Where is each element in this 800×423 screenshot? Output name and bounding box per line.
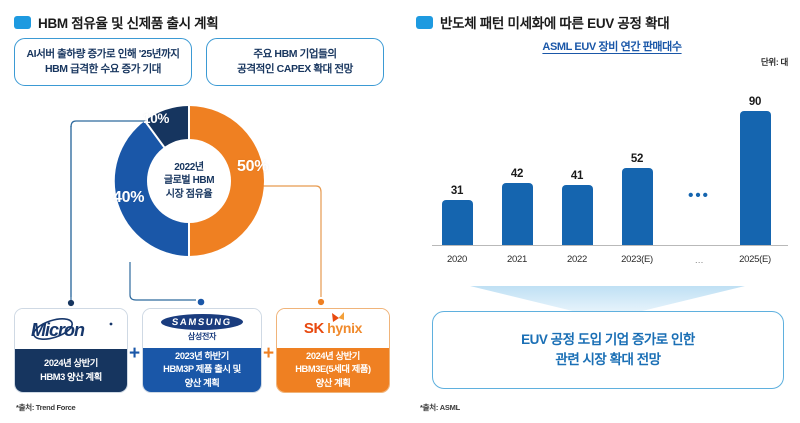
bar-2025E: 90 bbox=[732, 68, 778, 246]
samsung-logo-text: SAMSUNG bbox=[160, 314, 244, 331]
vendor-card-micron-caption: 2024년 상반기 HBM3 양산 계획 bbox=[15, 349, 127, 392]
bar-value-label: 31 bbox=[450, 184, 464, 197]
micron-logo: Micron bbox=[15, 309, 127, 349]
bar-rect bbox=[441, 199, 473, 246]
sk-hynix-logo: SK hynix bbox=[277, 309, 389, 348]
donut-label-samsung: 40% bbox=[113, 189, 145, 206]
chart-axis-line bbox=[432, 244, 788, 246]
plus-sign-1: + bbox=[129, 343, 141, 364]
bar-value-label: 41 bbox=[570, 169, 584, 182]
right-callout-text: EUV 공정 도입 기업 증가로 인한 관련 시장 확대 전망 bbox=[521, 331, 695, 367]
bar-rect bbox=[621, 168, 653, 246]
plus-sign-2: + bbox=[263, 343, 275, 364]
bar-ellipsis: ••• bbox=[676, 68, 722, 246]
x-axis-tick-2020: 2020 bbox=[447, 254, 467, 265]
right-section-header: 반도체 패턴 미세화에 따른 EUV 공정 확대 bbox=[416, 12, 670, 32]
down-arrow-icon bbox=[470, 286, 745, 314]
callout-box-ai-server: AI서버 출하량 증가로 인해 '25년까지 HBM 급격한 수요 증가 기대 bbox=[14, 38, 192, 86]
right-footnote: *출처: ASML bbox=[420, 403, 460, 412]
sk-hynix-logo-text: SK bbox=[303, 319, 325, 337]
right-callout-box: EUV 공정 도입 기업 증가로 인한 관련 시장 확대 전망 bbox=[432, 311, 784, 389]
chart-bars: 31 42 41 52 ••• 90 bbox=[432, 68, 788, 246]
hbm-market-share-donut bbox=[108, 100, 270, 262]
donut-label-skhynix: 50% bbox=[237, 158, 269, 175]
sk-hynix-logo-sub: hynix bbox=[327, 319, 363, 336]
x-axis-tick-2021: 2021 bbox=[507, 254, 527, 265]
vendor-card-samsung: SAMSUNG 삼성전자 2023년 하반기 HBM3P 제품 출시 및 양산 … bbox=[142, 308, 262, 393]
sk-hynix-butterfly-icon bbox=[331, 311, 344, 322]
bar-value-label: 42 bbox=[510, 168, 524, 180]
vendor-card-samsung-caption: 2023년 하반기 HBM3P 제품 출시 및 양산 계획 bbox=[143, 347, 261, 392]
donut-center-line3: 시장 점유율 bbox=[165, 188, 213, 200]
x-axis-tick-2022: 2022 bbox=[567, 254, 587, 265]
callout-box-capex-text: 주요 HBM 기업들의 공격적인 CAPEX 확대 전망 bbox=[237, 48, 353, 75]
left-section-header: HBM 점유율 및 신제품 출시 계획 bbox=[14, 12, 219, 32]
donut-svg bbox=[114, 106, 264, 257]
callout-box-capex: 주요 HBM 기업들의 공격적인 CAPEX 확대 전망 bbox=[206, 38, 384, 86]
vendor-card-micron: Micron 2024년 상반기 HBM3 양산 계획 bbox=[14, 308, 128, 393]
samsung-logo-sub: 삼성전자 bbox=[187, 332, 217, 342]
x-axis-tick-ellipsis: … bbox=[694, 255, 704, 265]
euv-sales-bar-chart: 31 42 41 52 ••• 90 2020 2021 2022 2023(E) … 2025(E… bbox=[432, 68, 788, 268]
right-panel: 반도체 패턴 미세화에 따른 EUV 공정 확대 bbox=[408, 0, 800, 423]
svg-text:Micron: Micron bbox=[31, 320, 85, 340]
bar-value-label: 90 bbox=[748, 96, 762, 108]
chart-unit-label: 단위: 대 bbox=[760, 57, 788, 67]
square-icon bbox=[416, 15, 433, 29]
vendor-card-skhynix: SK hynix 2024년 상반기 HBM3E(5세대 제품) 양산 계획 bbox=[276, 308, 390, 393]
x-axis-tick-2023E: 2023(E) bbox=[621, 254, 653, 265]
left-panel: HBM 점유율 및 신제품 출시 계획 AI서버 출하량 증가로 인해 '25년… bbox=[14, 12, 390, 412]
x-axis-tick-2025E: 2025(E) bbox=[739, 254, 771, 265]
callout-box-ai-server-text: AI서버 출하량 증가로 인해 '25년까지 HBM 급격한 수요 증가 기대 bbox=[26, 48, 180, 75]
square-icon bbox=[14, 15, 31, 29]
bar-value-label: 52 bbox=[630, 153, 644, 165]
bar-2023E: 52 bbox=[614, 68, 660, 246]
donut-center-text: 2022년 글로벌 HBM 시장 점유율 bbox=[140, 140, 238, 222]
bar-rect bbox=[739, 111, 771, 246]
vendor-card-skhynix-caption: 2024년 상반기 HBM3E(5세대 제품) 양산 계획 bbox=[277, 347, 389, 392]
right-section-title: 반도체 패턴 미세화에 따른 EUV 공정 확대 bbox=[440, 16, 670, 31]
bar-2021: 42 bbox=[494, 68, 540, 246]
chart-subtitle: ASML EUV 장비 연간 판매대수 bbox=[542, 41, 682, 53]
left-section-title: HBM 점유율 및 신제품 출시 계획 bbox=[38, 16, 219, 31]
donut-center-line2: 글로벌 HBM bbox=[163, 175, 215, 187]
bar-gap-ellipsis: ••• bbox=[688, 187, 710, 204]
donut-center-year: 2022년 bbox=[174, 161, 204, 173]
micron-logo-mark: Micron bbox=[31, 318, 113, 340]
bar-2020: 31 bbox=[434, 68, 480, 246]
bar-rect bbox=[501, 183, 533, 246]
samsung-logo: SAMSUNG 삼성전자 bbox=[143, 309, 261, 348]
bar-2022: 41 bbox=[554, 68, 600, 246]
left-footnote: *출처: Trend Force bbox=[16, 403, 76, 412]
donut-label-micron: 10% bbox=[143, 111, 170, 126]
bar-rect bbox=[561, 184, 593, 246]
